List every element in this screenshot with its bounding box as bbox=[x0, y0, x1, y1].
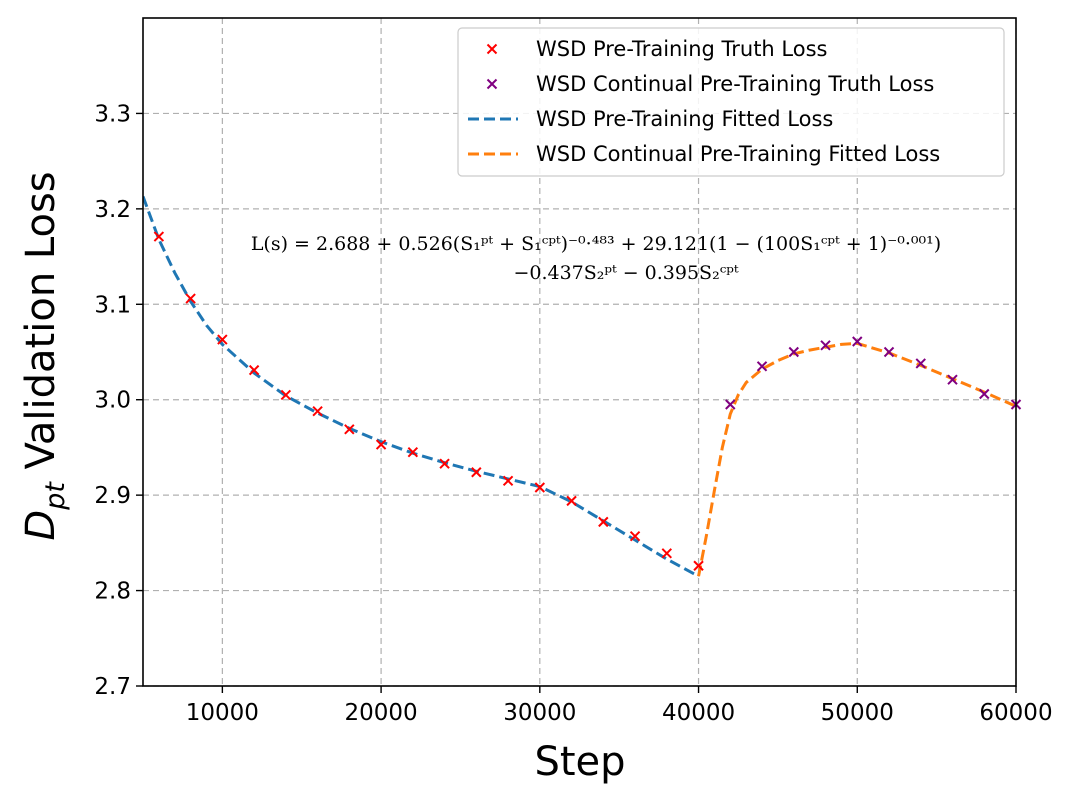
legend-entry-cpt-fitted: WSD Continual Pre-Training Fitted Loss bbox=[468, 142, 940, 166]
truth-point bbox=[280, 389, 292, 401]
truth-point bbox=[693, 560, 704, 571]
plot-series bbox=[143, 195, 1022, 578]
legend-entry-cpt-truth: WSD Continual Pre-Training Truth Loss bbox=[486, 72, 934, 96]
legend-entry-pt-truth: WSD Pre-Training Truth Loss bbox=[486, 37, 827, 61]
fitted-lines bbox=[143, 195, 1016, 578]
y-axis-title-subscript: pt bbox=[40, 481, 71, 511]
truth-point bbox=[725, 399, 736, 410]
truth-point bbox=[248, 364, 260, 376]
truth-point bbox=[471, 467, 482, 478]
y-tick-label: 3.1 bbox=[94, 292, 131, 318]
truth-point bbox=[979, 388, 990, 400]
truth-point bbox=[566, 495, 577, 507]
y-tick-label: 3.0 bbox=[94, 388, 131, 414]
formula-line-1: L(s) = 2.688 + 0.526(S₁ᵖᵗ + S₁ᶜᵖᵗ)⁻⁰·⁴⁸³… bbox=[251, 233, 941, 255]
fitted-line-2 bbox=[143, 195, 700, 578]
truth-point bbox=[852, 336, 863, 347]
y-tick-label: 2.8 bbox=[94, 579, 131, 605]
truth-point bbox=[502, 475, 514, 487]
legend-marker-cpt-truth bbox=[486, 78, 498, 90]
x-tick-label: 40000 bbox=[662, 700, 735, 726]
plot-frame bbox=[142, 17, 1017, 687]
y-tick-label: 3.3 bbox=[94, 101, 131, 127]
legend-x-marker bbox=[486, 78, 498, 90]
y-axis-title-rest: Validation Loss bbox=[18, 171, 64, 482]
legend-label-cpt-fitted: WSD Continual Pre-Training Fitted Loss bbox=[536, 142, 940, 166]
fitted-line-3 bbox=[697, 341, 1016, 577]
x-tick-label: 50000 bbox=[821, 700, 894, 726]
y-axis-title-base: D bbox=[18, 510, 64, 541]
truth-point bbox=[661, 548, 673, 559]
truth-point bbox=[788, 346, 799, 358]
truth-point bbox=[344, 424, 355, 435]
legend-x-marker bbox=[486, 43, 498, 55]
truth-point bbox=[407, 446, 419, 458]
truth-point bbox=[820, 340, 831, 351]
truth-point bbox=[312, 405, 323, 417]
x-tick-label: 10000 bbox=[186, 700, 259, 726]
legend-label-pt-fitted: WSD Pre-Training Fitted Loss bbox=[536, 107, 833, 131]
legend-label-pt-truth: WSD Pre-Training Truth Loss bbox=[536, 37, 827, 61]
x-tick-label: 20000 bbox=[345, 700, 418, 726]
truth-point bbox=[217, 334, 228, 345]
y-tick-label: 3.2 bbox=[94, 197, 131, 223]
formula-line-2: −0.437S₂ᵖᵗ − 0.395S₂ᶜᵖᵗ bbox=[513, 262, 738, 284]
x-tick-label: 30000 bbox=[503, 700, 576, 726]
truth-point bbox=[915, 358, 926, 369]
truth-point bbox=[947, 374, 958, 385]
truth-point bbox=[185, 293, 196, 304]
truth-point bbox=[439, 458, 450, 469]
y-axis-title: Dpt Validation Loss bbox=[18, 171, 71, 540]
x-tick-label: 60000 bbox=[979, 700, 1052, 726]
legend-marker-pt-truth bbox=[486, 43, 498, 55]
truth-point bbox=[598, 516, 609, 528]
legend-box bbox=[457, 27, 1005, 177]
truth-point bbox=[375, 439, 387, 450]
y-tick-label: 2.9 bbox=[94, 483, 131, 509]
truth-markers bbox=[153, 231, 1022, 571]
y-tick-label: 2.7 bbox=[94, 674, 131, 700]
legend: WSD Pre-Training Truth Loss WSD Continua… bbox=[457, 27, 1005, 177]
truth-point bbox=[883, 346, 895, 358]
truth-point bbox=[756, 361, 768, 372]
axis-ticks: 10000 20000 30000 40000 50000 60000 2.7 2.8 2.9 3… bbox=[94, 101, 1052, 726]
x-axis-title: Step bbox=[534, 739, 625, 785]
truth-point bbox=[153, 231, 165, 242]
truth-point bbox=[629, 530, 641, 542]
legend-label-cpt-truth: WSD Continual Pre-Training Truth Loss bbox=[536, 72, 934, 96]
truth-point bbox=[534, 482, 546, 493]
legend-entry-pt-fitted: WSD Pre-Training Fitted Loss bbox=[468, 107, 833, 131]
